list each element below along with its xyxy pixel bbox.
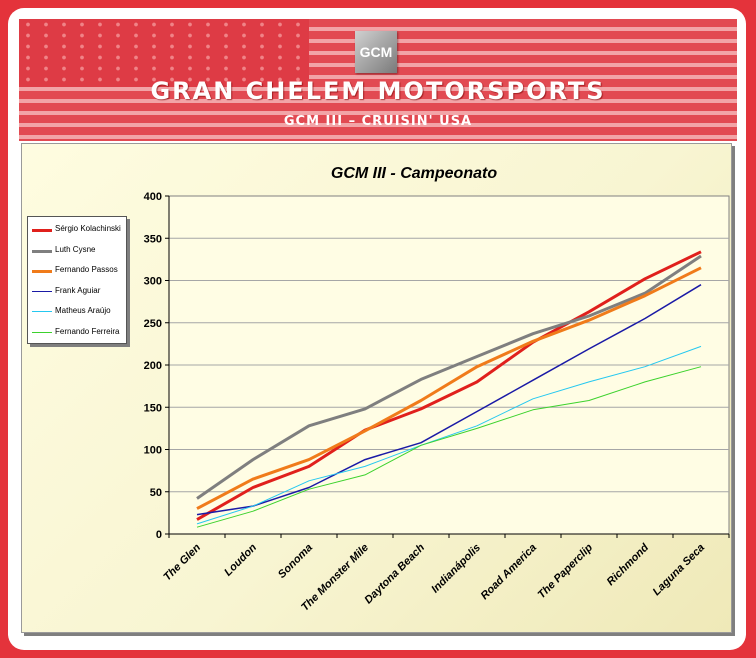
x-tick-label: Loudon [222, 541, 259, 578]
legend-swatch [32, 249, 52, 253]
y-tick-label: 350 [144, 233, 162, 245]
flag-canton [19, 19, 309, 87]
legend-item: Sérgio Kolachinski [32, 223, 126, 237]
legend-item: Frank Aguiar [32, 285, 126, 299]
chart-legend: Sérgio Kolachinski Luth Cysne Fernando Pas… [27, 216, 127, 344]
legend-swatch [32, 290, 52, 292]
legend-item: Fernando Ferreira [32, 326, 126, 340]
legend-label: Frank Aguiar [55, 285, 101, 295]
x-tick-label: Richmond [605, 541, 652, 588]
gcm-logo: GCM [355, 31, 397, 73]
banner-title: GRAN CHELEM MOTORSPORTS [150, 77, 606, 105]
x-tick-label: The Paperclip [536, 541, 596, 601]
x-tick-label: Sonoma [276, 542, 315, 581]
legend-swatch [32, 311, 52, 312]
series-line-3 [196, 266, 702, 510]
banner-subtitle: GCM III – CRUISIN' USA [283, 114, 473, 129]
series-line-6 [196, 366, 702, 528]
y-tick-label: 100 [144, 445, 162, 457]
x-tick-label: Daytona Beach [362, 541, 427, 606]
y-tick-label: 200 [144, 360, 162, 372]
legend-label: Fernando Ferreira [55, 326, 120, 336]
legend-item: Fernando Passos [32, 264, 126, 278]
x-tick-label: The Glen [161, 541, 203, 583]
header-banner: GCM GRAN CHELEM MOTORSPORTS GCM III – CR… [19, 19, 737, 141]
x-tick-label: Road America [479, 542, 540, 603]
series-line-1 [196, 250, 702, 521]
x-tick-label: Laguna Seca [651, 542, 707, 598]
legend-label: Sérgio Kolachinski [55, 224, 121, 233]
chart-title: GCM III - Campeonato [331, 165, 497, 182]
chart-area: GCM III - Campeonato 0 50 100 150 200 250 300 35… [21, 143, 732, 633]
y-tick-label: 400 [144, 191, 162, 203]
series-line-2 [196, 254, 702, 500]
x-tick-label: Indianápolis [429, 542, 483, 596]
legend-item: Luth Cysne [32, 244, 126, 258]
series-line-4 [196, 284, 702, 516]
series-line-5 [196, 345, 702, 525]
y-tick-label: 50 [150, 487, 162, 499]
legend-label: Matheus Araújo [55, 306, 111, 315]
y-tick-label: 150 [144, 402, 162, 414]
legend-swatch [32, 229, 52, 232]
legend-label: Fernando Passos [55, 265, 118, 274]
y-tick-label: 0 [156, 529, 162, 541]
legend-item: Matheus Araújo [32, 305, 126, 319]
y-tick-label: 300 [144, 276, 162, 288]
legend-swatch [32, 331, 52, 333]
y-tick-label: 250 [144, 318, 162, 330]
legend-label: Luth Cysne [55, 244, 96, 254]
line-chart: GCM III - Campeonato 0 50 100 150 200 250 300 35… [144, 165, 730, 614]
legend-swatch [32, 270, 52, 273]
